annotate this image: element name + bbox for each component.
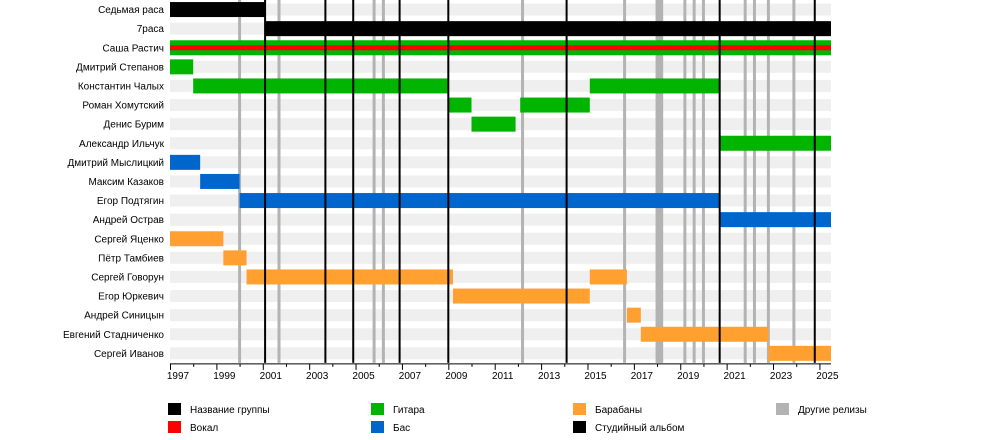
member-label: Евгений Стадниченко <box>63 330 164 341</box>
member-bar <box>170 154 201 170</box>
member-bar <box>520 97 590 113</box>
x-tick-label: 2011 <box>492 371 514 382</box>
legend-swatch <box>776 403 789 415</box>
row-stripe <box>170 156 831 169</box>
member-bar <box>471 116 516 132</box>
member-label: Константин Чалых <box>78 81 164 92</box>
other-release-lines <box>238 0 796 363</box>
row-stripe <box>170 137 831 150</box>
row-stripes <box>170 3 831 360</box>
legend-label: Другие релизы <box>798 405 867 416</box>
member-bar <box>719 212 831 228</box>
member-bar <box>223 250 247 266</box>
legend-label: Барабаны <box>595 404 642 416</box>
member-label: Роман Хомутский <box>82 101 164 112</box>
row-stripe <box>170 99 831 112</box>
row-stripe <box>170 232 831 245</box>
row-stripe <box>170 251 831 264</box>
row-stripe <box>170 213 831 226</box>
member-bar <box>170 231 224 247</box>
member-label: Сергей Говорун <box>91 272 164 283</box>
member-label: Егор Юркевич <box>98 292 164 303</box>
x-tick-label: 2013 <box>538 371 561 382</box>
x-tick-label: 1997 <box>167 371 190 382</box>
x-tick-label: 2021 <box>724 371 747 382</box>
legend-swatch <box>573 403 586 415</box>
member-label: Егор Подтягин <box>97 196 164 207</box>
row-stripe <box>170 60 831 73</box>
studio-album-lines <box>264 0 816 363</box>
member-bars <box>170 2 832 361</box>
member-bar <box>626 307 641 323</box>
x-tick-label: 2001 <box>260 371 283 382</box>
x-tick-label: 2003 <box>306 371 329 382</box>
member-bar <box>448 97 472 113</box>
member-bar <box>239 193 720 209</box>
member-bar <box>200 173 240 189</box>
member-label: Андрей Острав <box>93 215 164 226</box>
x-tick-label: 2007 <box>399 371 422 382</box>
row-stripe <box>170 3 831 16</box>
legend-label: Вокал <box>190 423 218 434</box>
row-stripe <box>170 175 831 188</box>
member-label: Сергей Иванов <box>94 349 164 360</box>
legend-swatch <box>168 421 181 433</box>
member-bar <box>768 345 831 361</box>
member-label: Седьмая раса <box>98 5 164 16</box>
x-tick-label: 2023 <box>770 371 793 382</box>
row-stripe <box>170 347 831 360</box>
member-bar <box>246 269 453 285</box>
x-tick-label: 2017 <box>631 371 654 382</box>
legend-swatch <box>573 421 586 433</box>
member-bar <box>640 326 769 342</box>
member-bar <box>589 269 627 285</box>
member-label: Максим Казаков <box>88 177 164 188</box>
member-label: Денис Бурим <box>104 120 165 131</box>
x-axis: 1997 1999 2001 2003 2005 2007 2009 2011 2013 2015… <box>167 363 839 382</box>
member-label: Александр Ильчук <box>79 139 165 150</box>
x-tick-label: 2025 <box>816 371 839 382</box>
member-bar <box>193 78 449 94</box>
member-label: Саша Растич <box>102 43 164 54</box>
member-bar <box>719 135 831 151</box>
member-label: Пётр Тамбиев <box>98 252 164 264</box>
legend-label: Гитара <box>393 405 425 416</box>
legend-label: Студийный альбом <box>595 422 685 434</box>
x-tick-label: 2005 <box>352 371 375 382</box>
member-bar <box>170 2 266 18</box>
legend-swatch <box>371 421 384 433</box>
member-bar <box>452 288 590 304</box>
legend-swatch <box>168 403 181 415</box>
member-bar <box>265 21 832 37</box>
member-label: Дмитрий Степанов <box>76 62 164 73</box>
member-bar <box>589 78 720 94</box>
legend-swatch <box>371 403 384 415</box>
row-stripe <box>170 309 831 322</box>
legend-label: Название группы <box>190 405 270 416</box>
member-label: Андрей Синицын <box>84 311 164 322</box>
legend-label: Бас <box>393 423 410 434</box>
member-label: Сергей Яценко <box>94 234 164 245</box>
x-tick-label: 1999 <box>213 371 236 382</box>
x-tick-label: 2009 <box>445 371 468 382</box>
x-tick-label: 2019 <box>677 371 700 382</box>
member-label: Дмитрий Мыслицкий <box>67 158 164 169</box>
member-labels: Седьмая раса 7раса Саша Растич Дмитрий Степ… <box>63 5 165 360</box>
member-label: 7раса <box>137 24 165 35</box>
legend: Название группы Вокал Гитара Бас Барабаны Сту… <box>168 403 867 434</box>
x-tick-label: 2015 <box>584 371 607 382</box>
member-bar <box>170 59 194 75</box>
member-bar <box>170 45 831 51</box>
